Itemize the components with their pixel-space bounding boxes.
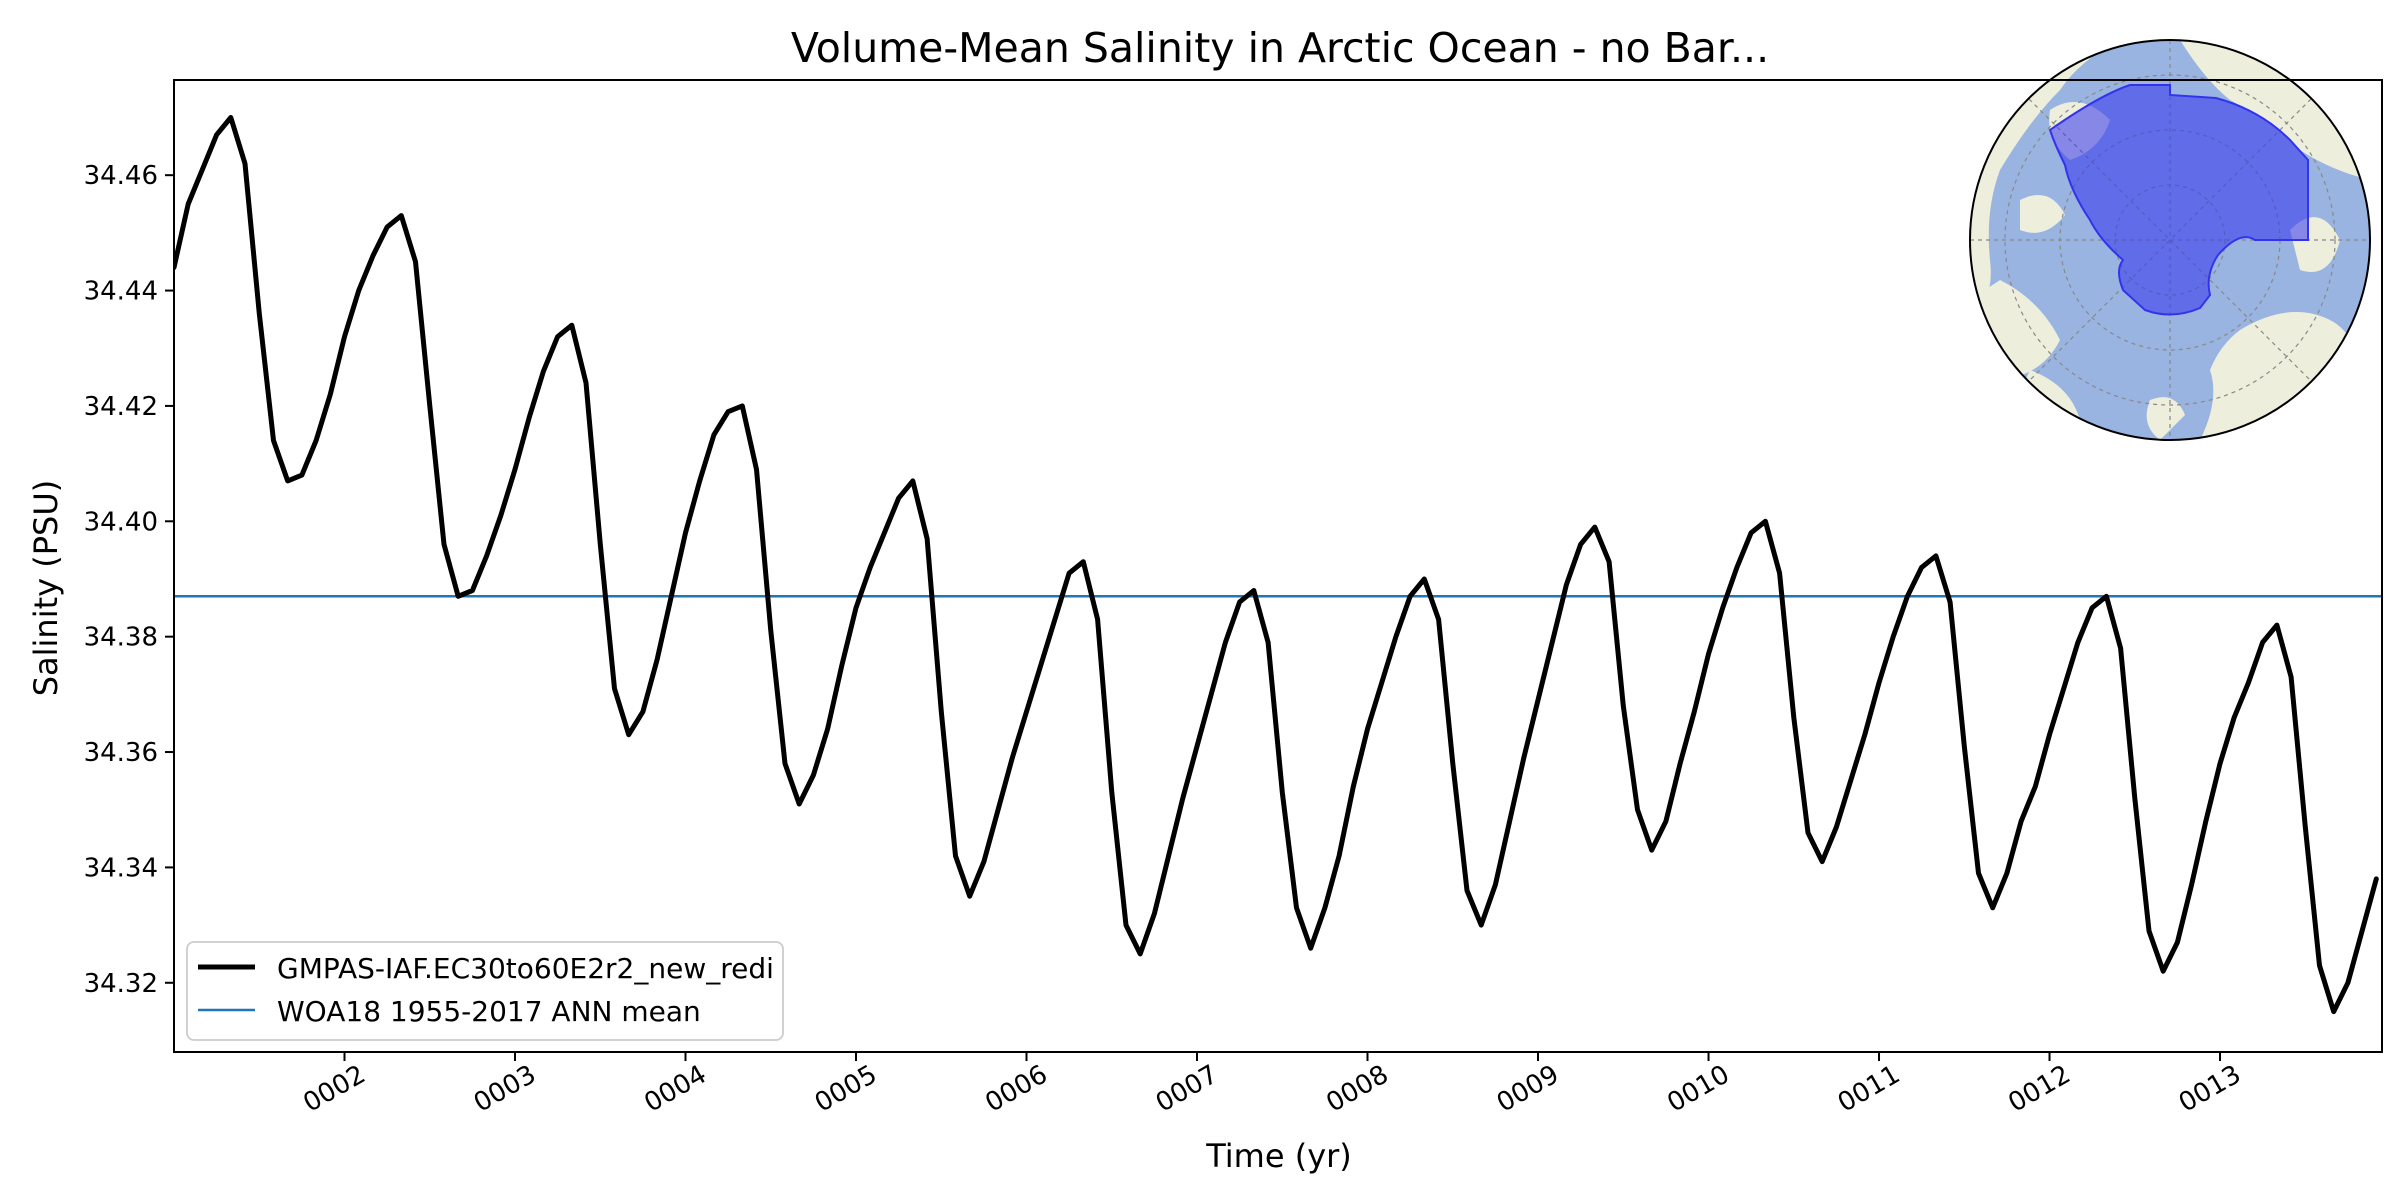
- y-tick-label: 34.38: [84, 623, 158, 653]
- y-tick-label: 34.44: [84, 277, 158, 307]
- legend-box: [186, 941, 784, 1041]
- y-axis-ticks: 34.32 34.34 34.36 34.38 34.40 34.42 34.44 34.46: [84, 161, 174, 999]
- y-tick-label: 34.34: [84, 853, 158, 883]
- arctic-region-mask: [2048, 84, 2309, 316]
- y-tick-label: 34.40: [84, 507, 158, 537]
- y-tick-label: 34.32: [84, 969, 158, 999]
- legend: GMPAS-IAF.EC30to60E2r2_new_redi WOA18 19…: [186, 941, 784, 1041]
- legend-label-reference: WOA18 1955-2017 ANN mean: [277, 995, 701, 1028]
- arctic-inset-map: [1969, 39, 2371, 441]
- y-axis-label: Salinity (PSU): [27, 480, 65, 697]
- series-layer: [174, 115, 2379, 1015]
- x-axis-label: Time (yr): [1205, 1137, 1352, 1175]
- y-tick-label: 34.36: [84, 738, 158, 768]
- map-border: [1969, 39, 2371, 441]
- legend-label-model: GMPAS-IAF.EC30to60E2r2_new_redi: [277, 952, 774, 985]
- y-tick-label: 34.46: [84, 161, 158, 191]
- y-tick-label: 34.42: [84, 392, 158, 422]
- chart-title: Volume-Mean Salinity in Arctic Ocean - n…: [791, 24, 1769, 72]
- series-line-model: [174, 115, 2379, 1015]
- plot-frame: [173, 79, 2383, 1053]
